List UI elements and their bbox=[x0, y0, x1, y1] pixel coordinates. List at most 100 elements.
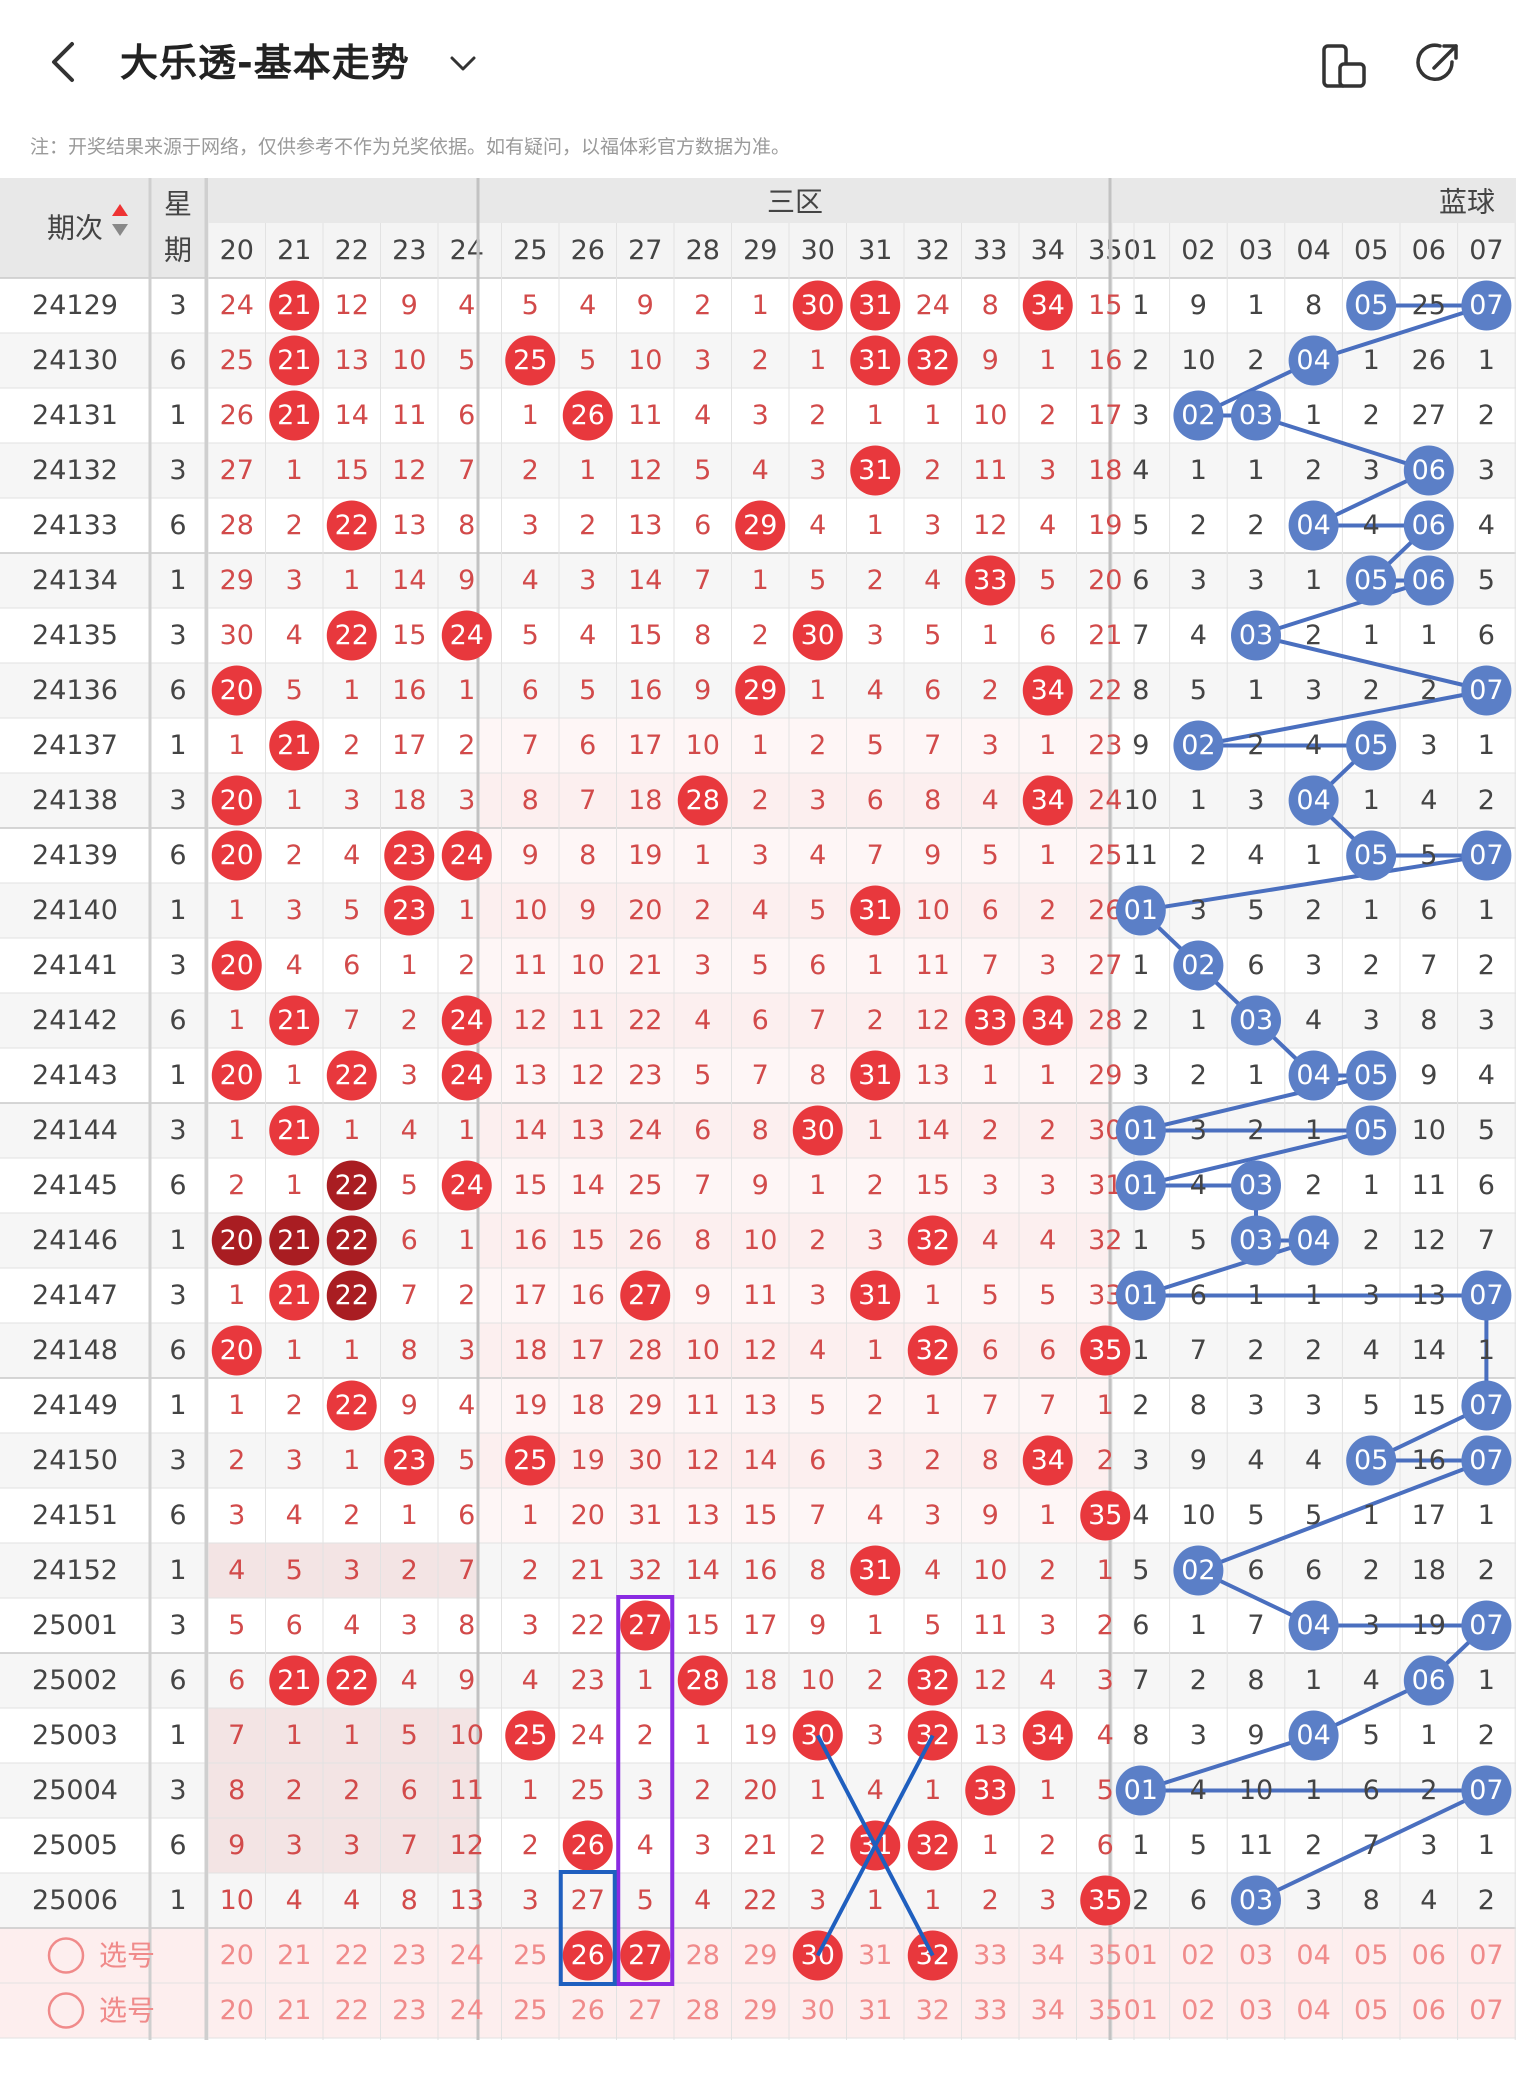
ball-number: 05 bbox=[1354, 290, 1388, 321]
miss-count: 2 bbox=[522, 455, 539, 486]
red-ball bbox=[1022, 665, 1073, 716]
miss-count: 13 bbox=[916, 1060, 950, 1091]
issue-number: 24143 bbox=[32, 1060, 118, 1091]
miss-count: 5 bbox=[752, 950, 769, 981]
miss-count: 4 bbox=[1039, 1665, 1056, 1696]
miss-count: 24 bbox=[916, 290, 950, 321]
miss-count: 4 bbox=[982, 785, 999, 816]
red-ball bbox=[907, 1215, 958, 1266]
red-ball bbox=[907, 1655, 958, 1706]
red-ball bbox=[326, 610, 377, 661]
miss-count: 1 bbox=[343, 565, 360, 596]
miss-count: 3 bbox=[1478, 1005, 1495, 1036]
miss-count: 2 bbox=[867, 1390, 884, 1421]
miss-count: 11 bbox=[1124, 840, 1158, 871]
select-number: 03 bbox=[1239, 1995, 1273, 2026]
red-ball bbox=[1080, 1325, 1131, 1376]
red-ball bbox=[907, 335, 958, 386]
weekday-header: 期 bbox=[164, 234, 192, 267]
issue-number: 24149 bbox=[32, 1390, 118, 1421]
select-radio[interactable] bbox=[47, 1937, 85, 1974]
select-radio[interactable] bbox=[47, 1992, 85, 2029]
miss-count: 3 bbox=[1363, 455, 1380, 486]
select-number: 05 bbox=[1354, 1995, 1388, 2026]
miss-count: 8 bbox=[401, 1335, 418, 1366]
miss-count: 2 bbox=[343, 730, 360, 761]
column-number: 34 bbox=[1031, 235, 1065, 266]
miss-count: 15 bbox=[743, 1500, 777, 1531]
miss-count: 2 bbox=[1132, 1885, 1149, 1916]
miss-count: 3 bbox=[752, 400, 769, 431]
red-ball bbox=[1080, 1875, 1131, 1926]
miss-count: 1 bbox=[867, 1335, 884, 1366]
red-ball bbox=[441, 995, 492, 1046]
red-ball[interactable] bbox=[620, 1930, 671, 1981]
miss-count: 28 bbox=[628, 1335, 662, 1366]
miss-count: 5 bbox=[1039, 565, 1056, 596]
issue-number: 24137 bbox=[32, 730, 118, 761]
miss-count: 32 bbox=[1088, 1225, 1122, 1256]
column-number: 33 bbox=[973, 235, 1007, 266]
miss-count: 7 bbox=[228, 1720, 245, 1751]
issue-number: 24139 bbox=[32, 840, 118, 871]
miss-count: 3 bbox=[343, 785, 360, 816]
red-ball[interactable] bbox=[562, 1930, 613, 1981]
ball-number: 23 bbox=[392, 840, 426, 871]
miss-count: 2 bbox=[1190, 840, 1207, 871]
ball-number: 07 bbox=[1469, 675, 1503, 706]
miss-count: 1 bbox=[1478, 1500, 1495, 1531]
column-number: 29 bbox=[743, 235, 777, 266]
miss-count: 4 bbox=[1132, 1500, 1149, 1531]
select-number: 23 bbox=[392, 1995, 426, 2026]
miss-count: 6 bbox=[1247, 1555, 1264, 1586]
miss-count: 7 bbox=[694, 565, 711, 596]
select-number: 32 bbox=[916, 1995, 950, 2026]
chevron-down-icon[interactable] bbox=[448, 44, 478, 84]
ball-number: 30 bbox=[801, 620, 835, 651]
ball-number: 31 bbox=[858, 455, 892, 486]
ball-number: 01 bbox=[1124, 1775, 1158, 1806]
miss-count: 10 bbox=[628, 345, 662, 376]
red-ball bbox=[735, 665, 786, 716]
blue-ball bbox=[1288, 1215, 1339, 1266]
miss-count: 1 bbox=[752, 565, 769, 596]
select-number: 20 bbox=[220, 1995, 254, 2026]
miss-count: 25 bbox=[628, 1170, 662, 1201]
red-ball bbox=[505, 335, 556, 386]
miss-count: 7 bbox=[809, 1500, 826, 1531]
miss-count: 29 bbox=[220, 565, 254, 596]
miss-count: 2 bbox=[1363, 950, 1380, 981]
select-label: 选号 bbox=[99, 1994, 155, 2027]
miss-count: 1 bbox=[458, 1115, 475, 1146]
share-icon[interactable] bbox=[1412, 38, 1464, 90]
page-title[interactable]: 大乐透-基本走势 bbox=[120, 41, 410, 85]
miss-count: 1 bbox=[924, 1775, 941, 1806]
ball-number: 05 bbox=[1354, 840, 1388, 871]
ball-number: 01 bbox=[1124, 895, 1158, 926]
miss-count: 4 bbox=[867, 1500, 884, 1531]
miss-count: 11 bbox=[450, 1775, 484, 1806]
ball-number: 21 bbox=[277, 345, 311, 376]
miss-count: 1 bbox=[401, 950, 418, 981]
miss-count: 32 bbox=[628, 1555, 662, 1586]
miss-count: 2 bbox=[982, 1115, 999, 1146]
ball-number: 04 bbox=[1296, 1610, 1330, 1641]
red-ball bbox=[269, 1270, 320, 1321]
miss-count: 22 bbox=[571, 1610, 605, 1641]
miss-count: 2 bbox=[343, 1775, 360, 1806]
chevron-left-icon[interactable] bbox=[40, 38, 88, 86]
miss-count: 4 bbox=[924, 565, 941, 596]
miss-count: 9 bbox=[401, 1390, 418, 1421]
miss-count: 4 bbox=[286, 1885, 303, 1916]
red-ball bbox=[269, 335, 320, 386]
miss-count: 4 bbox=[286, 1500, 303, 1531]
miss-count: 6 bbox=[924, 675, 941, 706]
phone-rotate-icon[interactable] bbox=[1318, 40, 1370, 92]
miss-count: 5 bbox=[867, 730, 884, 761]
issue-number: 25001 bbox=[32, 1610, 118, 1641]
weekday-value: 6 bbox=[169, 1830, 186, 1861]
trend-line bbox=[1140, 1128, 1372, 1188]
miss-count: 3 bbox=[522, 510, 539, 541]
miss-count: 11 bbox=[916, 950, 950, 981]
